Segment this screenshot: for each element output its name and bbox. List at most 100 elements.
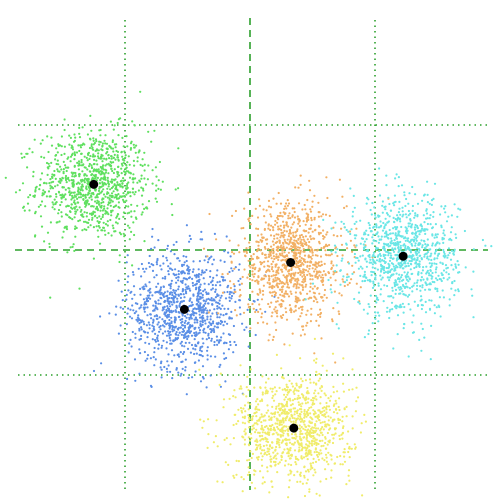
data-point (166, 244, 169, 247)
data-point (245, 395, 248, 398)
data-point (100, 229, 103, 232)
data-point (311, 282, 315, 285)
data-point (426, 269, 429, 272)
data-point (183, 321, 186, 324)
data-point (392, 227, 395, 230)
data-point (202, 247, 206, 250)
data-point (285, 246, 288, 249)
data-point (301, 208, 304, 211)
data-point (90, 166, 94, 170)
data-point (267, 428, 270, 431)
data-point (202, 308, 205, 311)
data-point (256, 321, 259, 325)
data-point (239, 313, 242, 316)
data-point (243, 207, 246, 210)
data-point (416, 235, 419, 238)
data-point (223, 341, 226, 344)
data-point (286, 242, 289, 245)
data-point (297, 286, 300, 289)
data-point (301, 288, 304, 291)
data-point (317, 324, 320, 327)
data-point (416, 284, 419, 287)
data-point (396, 277, 400, 281)
data-point (272, 260, 275, 263)
data-point (259, 447, 262, 450)
data-point (284, 419, 287, 422)
data-point (360, 422, 363, 425)
data-point (148, 294, 151, 297)
data-point (257, 419, 260, 422)
data-point (255, 240, 258, 243)
data-point (281, 241, 285, 244)
data-point (112, 128, 115, 131)
data-point (270, 458, 273, 461)
data-point (92, 163, 95, 166)
data-point (369, 294, 372, 297)
data-point (275, 445, 278, 449)
data-point (98, 203, 101, 206)
data-point (318, 453, 321, 456)
data-point (43, 156, 46, 159)
data-point (181, 367, 184, 370)
data-point (440, 205, 443, 208)
data-point (171, 326, 174, 329)
data-point (275, 246, 278, 249)
data-point (335, 264, 338, 267)
data-point (305, 391, 308, 394)
data-point (262, 444, 265, 448)
data-point (377, 214, 380, 217)
data-point (269, 427, 272, 430)
data-point (170, 360, 173, 363)
data-point (355, 282, 358, 285)
data-point (268, 265, 271, 268)
data-point (338, 292, 341, 295)
data-point (420, 322, 423, 325)
data-point (419, 242, 422, 245)
data-point (77, 144, 80, 147)
data-point (125, 199, 128, 202)
data-point (79, 210, 82, 213)
data-point (48, 245, 51, 249)
data-point (385, 250, 388, 253)
data-point (299, 236, 302, 239)
data-point (56, 168, 59, 171)
data-point (92, 193, 95, 196)
data-point (103, 139, 106, 142)
data-point (395, 173, 398, 176)
data-point (263, 425, 267, 429)
data-point (359, 286, 362, 289)
data-point (397, 262, 400, 265)
data-point (276, 282, 279, 285)
data-point (99, 209, 102, 212)
data-point (287, 235, 290, 238)
data-point (415, 288, 418, 291)
data-point (444, 211, 447, 214)
data-point (128, 238, 131, 241)
data-point (112, 185, 115, 188)
data-point (201, 323, 204, 326)
data-point (291, 416, 294, 419)
data-point (289, 275, 292, 278)
data-point (405, 232, 408, 235)
data-point (159, 324, 162, 328)
data-point (187, 376, 190, 379)
data-point (287, 486, 291, 489)
data-point (83, 155, 86, 158)
data-point (108, 157, 111, 160)
data-point (426, 217, 429, 220)
data-point (49, 296, 52, 299)
data-point (419, 285, 422, 288)
data-point (290, 245, 293, 248)
data-point (337, 310, 340, 313)
data-point (130, 230, 133, 233)
data-point (194, 288, 198, 291)
data-point (116, 189, 119, 192)
data-point (425, 265, 428, 268)
data-point (396, 314, 400, 317)
data-point (42, 189, 45, 192)
data-point (294, 266, 297, 269)
data-point (274, 264, 277, 267)
data-point (103, 229, 106, 232)
data-point (414, 244, 417, 247)
data-point (224, 313, 228, 316)
